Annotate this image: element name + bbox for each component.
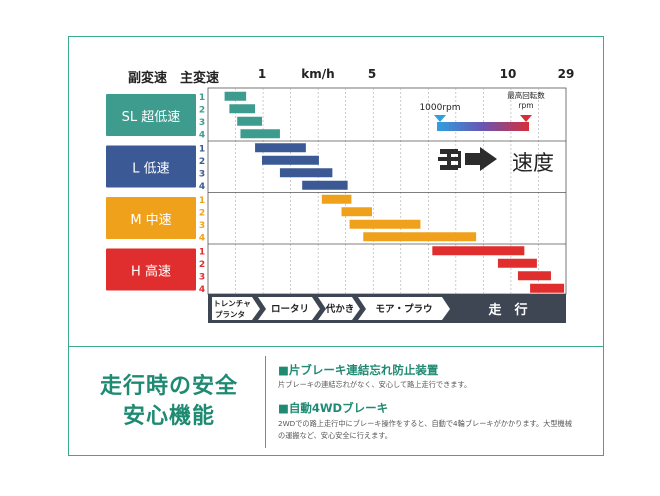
gear-range-box [106, 145, 196, 188]
speed-range-bar [321, 194, 352, 204]
section-divider [68, 346, 604, 347]
max-rpm-label: 最高回転数 [507, 90, 545, 100]
x-tick-label: 10 [500, 67, 517, 81]
speed-bars [224, 91, 565, 293]
gear-groups: SL 超低速 1 2 3 4 L 低速 1 2 3 4 M 中速 1 2 3 4 H 高速 1 2 3 4 [106, 93, 205, 295]
speed-range-bar [224, 91, 247, 101]
gear-number: 4 [199, 182, 205, 192]
gear-number: 2 [199, 157, 205, 167]
gear-number: 2 [199, 260, 205, 270]
speed-range-bar [229, 104, 256, 114]
rpm-gradient-bar [437, 122, 529, 131]
gear-range-label: H 高速 [131, 264, 171, 280]
speed-range-bar [349, 219, 421, 229]
gear-range-label: M 中速 [130, 213, 171, 228]
feature-auto-4wd-text-2: の運搬など、安心安全に行えます。 [278, 431, 392, 440]
max-rpm-unit: rpm [518, 101, 533, 110]
gear-number: 3 [199, 221, 205, 231]
gear-range-box [106, 248, 196, 291]
arrow-right-icon [465, 147, 497, 171]
feature-brake-linkage-text: 片ブレーキの連結忘れがなく、安心して路上走行できます。 [278, 380, 472, 389]
speed-range-bar [262, 155, 319, 165]
spec-panel [68, 36, 604, 456]
gear-number: 1 [199, 93, 205, 103]
work-type-band: トレンチャ プランタ ロータリ 代かき モア・プラウ 走 行 [208, 294, 566, 323]
gear-number: 1 [199, 196, 205, 206]
work-label-planter: プランタ [215, 309, 245, 319]
speed-range-bar [237, 116, 262, 126]
gear-range-label: L 低速 [132, 162, 169, 177]
work-label-trencher: トレンチャ [213, 299, 250, 308]
max-rpm-marker [520, 115, 532, 122]
speed-range-bar [530, 283, 565, 293]
safety-title: 走行時の安全 安心機能 [84, 372, 254, 432]
speed-label: 速度 [512, 151, 554, 175]
sub-transmission-header: 副変速 [128, 70, 167, 86]
gear-number: 3 [199, 118, 205, 128]
speed-chart: 副変速 主変速 1 5 10 29 km/h SL 超低速 1 2 3 4 L 低速 1 2 3 4 M 中… [106, 67, 575, 323]
feature-auto-4wd-text-1: 2WDでの路上走行中にブレーキ操作をすると、自動で4輪ブレーキがかかります。大型… [278, 419, 572, 428]
gear-number: 4 [199, 285, 205, 295]
rpm-legend: 1000rpm 最高回転数 rpm 速度 [419, 90, 554, 175]
speed-range-bar [240, 129, 280, 139]
work-label-travel: 走 行 [488, 302, 527, 318]
speed-range-bar [302, 180, 348, 190]
gear-number: 2 [199, 105, 205, 115]
safety-title-line1: 走行時の安全 [99, 374, 238, 399]
gear-range-label: SL 超低速 [122, 110, 181, 125]
work-label-mower-plow: モア・プラウ [375, 303, 432, 315]
feature-auto-4wd-heading: ■自動4WDブレーキ [278, 401, 389, 415]
tractor-icon [438, 149, 461, 170]
gear-number: 1 [199, 247, 205, 257]
speed-range-bar [255, 143, 306, 153]
gear-number: 1 [199, 144, 205, 154]
main-transmission-header: 主変速 [180, 70, 219, 86]
speed-range-bar [517, 271, 551, 281]
x-tick-label: 1 [258, 67, 266, 81]
low-rpm-label: 1000rpm [419, 103, 460, 113]
speed-range-bar [497, 258, 537, 268]
work-label-rotary: ロータリ [271, 303, 309, 315]
speed-range-bar [279, 168, 333, 178]
feature-brake-linkage-heading: ■片ブレーキ連結忘れ防止装置 [278, 363, 439, 377]
gear-range-box [106, 197, 196, 239]
x-axis-unit: km/h [301, 67, 334, 81]
speed-range-bar [432, 246, 525, 256]
work-label-puddling: 代かき [325, 303, 355, 315]
safety-title-line2: 安心機能 [122, 404, 215, 429]
vertical-divider [265, 356, 266, 448]
low-rpm-marker [434, 115, 446, 122]
safety-features: 走行時の安全 安心機能 ■片ブレーキ連結忘れ防止装置 片ブレーキの連結忘れがなく… [68, 346, 604, 456]
x-tick-label: 29 [558, 67, 575, 81]
gear-number: 4 [199, 130, 205, 140]
x-tick-label: 5 [368, 67, 376, 81]
gear-number: 2 [199, 208, 205, 218]
x-axis: 1 5 10 29 km/h [258, 67, 575, 81]
gear-number: 3 [199, 169, 205, 179]
gear-number: 4 [199, 233, 205, 243]
speed-range-bar [341, 207, 372, 217]
gear-range-box [106, 94, 196, 136]
speed-range-bar [363, 232, 477, 242]
gear-number: 3 [199, 272, 205, 282]
